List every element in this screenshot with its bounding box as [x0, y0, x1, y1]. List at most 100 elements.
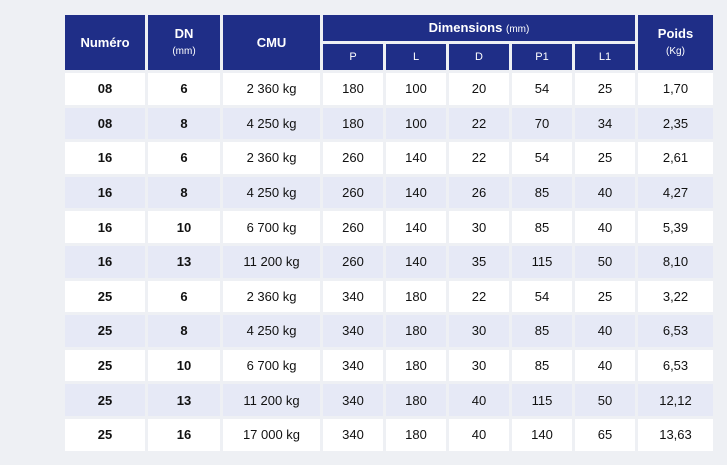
- cell-dn: 10: [148, 349, 220, 382]
- cell-l1: 50: [575, 384, 635, 416]
- table-row: 25 13 11 200 kg 340 180 40 115 50 12,12: [65, 384, 713, 416]
- cell-l1: 40: [575, 211, 635, 243]
- cell-numero: 16: [65, 142, 145, 174]
- cell-p: 340: [323, 280, 383, 313]
- cell-p1: 115: [512, 384, 572, 416]
- header-p: P: [323, 44, 383, 70]
- cell-p: 180: [323, 107, 383, 140]
- cell-dn: 6: [148, 73, 220, 105]
- cell-d: 40: [449, 418, 509, 451]
- cell-poids: 8,10: [638, 245, 713, 278]
- cell-l: 100: [386, 73, 446, 105]
- cell-numero: 08: [65, 107, 145, 140]
- header-dimensions: Dimensions (mm): [323, 15, 635, 41]
- cell-poids: 2,61: [638, 142, 713, 174]
- cell-cmu: 6 700 kg: [223, 211, 320, 243]
- cell-l1: 25: [575, 73, 635, 105]
- cell-d: 40: [449, 384, 509, 416]
- cell-poids: 2,35: [638, 107, 713, 140]
- cell-dn: 16: [148, 418, 220, 451]
- cell-cmu: 4 250 kg: [223, 176, 320, 209]
- cell-cmu: 2 360 kg: [223, 280, 320, 313]
- cell-dn: 10: [148, 211, 220, 243]
- cell-p1: 85: [512, 211, 572, 243]
- cell-l1: 25: [575, 142, 635, 174]
- header-poids: Poids (Kg): [638, 15, 713, 70]
- cell-poids: 6,53: [638, 315, 713, 347]
- cell-p1: 85: [512, 176, 572, 209]
- cell-p: 340: [323, 349, 383, 382]
- table-row: 16 8 4 250 kg 260 140 26 85 40 4,27: [65, 176, 713, 209]
- cell-l1: 34: [575, 107, 635, 140]
- cell-l1: 40: [575, 315, 635, 347]
- header-l1: L1: [575, 44, 635, 70]
- cell-poids: 4,27: [638, 176, 713, 209]
- cell-poids: 12,12: [638, 384, 713, 416]
- header-dimensions-label: Dimensions: [428, 19, 503, 35]
- cell-p1: 54: [512, 73, 572, 105]
- cell-dn: 6: [148, 280, 220, 313]
- cell-dn: 8: [148, 107, 220, 140]
- cell-p: 260: [323, 142, 383, 174]
- table-row: 25 8 4 250 kg 340 180 30 85 40 6,53: [65, 315, 713, 347]
- cell-cmu: 11 200 kg: [223, 245, 320, 278]
- cell-numero: 25: [65, 349, 145, 382]
- cell-p: 340: [323, 418, 383, 451]
- cell-l: 180: [386, 315, 446, 347]
- cell-poids: 5,39: [638, 211, 713, 243]
- cell-p: 260: [323, 211, 383, 243]
- cell-l: 180: [386, 349, 446, 382]
- cell-l: 140: [386, 245, 446, 278]
- cell-p: 340: [323, 384, 383, 416]
- header-numero-label: Numéro: [80, 35, 130, 50]
- header-l: L: [386, 44, 446, 70]
- cell-cmu: 4 250 kg: [223, 315, 320, 347]
- table-row: 16 6 2 360 kg 260 140 22 54 25 2,61: [65, 142, 713, 174]
- header-numero: Numéro: [65, 15, 145, 70]
- cell-l: 140: [386, 142, 446, 174]
- table-row: 25 16 17 000 kg 340 180 40 140 65 13,63: [65, 418, 713, 451]
- cell-poids: 13,63: [638, 418, 713, 451]
- cell-d: 22: [449, 142, 509, 174]
- cell-cmu: 2 360 kg: [223, 142, 320, 174]
- cell-d: 20: [449, 73, 509, 105]
- cell-l1: 65: [575, 418, 635, 451]
- cell-dn: 6: [148, 142, 220, 174]
- header-poids-unit: (Kg): [666, 46, 685, 57]
- cell-p: 180: [323, 73, 383, 105]
- cell-l: 140: [386, 211, 446, 243]
- cell-p1: 115: [512, 245, 572, 278]
- cell-numero: 16: [65, 176, 145, 209]
- cell-p1: 70: [512, 107, 572, 140]
- cell-p1: 85: [512, 315, 572, 347]
- cell-p1: 140: [512, 418, 572, 451]
- header-d: D: [449, 44, 509, 70]
- header-poids-label: Poids: [657, 26, 694, 41]
- table-row: 25 10 6 700 kg 340 180 30 85 40 6,53: [65, 349, 713, 382]
- table-row: 16 10 6 700 kg 260 140 30 85 40 5,39: [65, 211, 713, 243]
- cell-p1: 85: [512, 349, 572, 382]
- cell-l: 180: [386, 280, 446, 313]
- cell-l1: 40: [575, 349, 635, 382]
- spec-table: Numéro DN (mm) CMU Dimensions (mm) Poids (…: [62, 12, 716, 454]
- cell-numero: 25: [65, 384, 145, 416]
- cell-cmu: 11 200 kg: [223, 384, 320, 416]
- cell-numero: 25: [65, 280, 145, 313]
- cell-cmu: 6 700 kg: [223, 349, 320, 382]
- header-dn-label: DN: [174, 26, 194, 41]
- cell-dn: 13: [148, 384, 220, 416]
- cell-d: 30: [449, 211, 509, 243]
- header-dn-unit: (mm): [172, 46, 196, 57]
- cell-p: 260: [323, 176, 383, 209]
- cell-dn: 8: [148, 176, 220, 209]
- table-row: 08 8 4 250 kg 180 100 22 70 34 2,35: [65, 107, 713, 140]
- cell-numero: 25: [65, 315, 145, 347]
- header-cmu-label: CMU: [256, 35, 287, 50]
- cell-dn: 8: [148, 315, 220, 347]
- cell-l1: 50: [575, 245, 635, 278]
- cell-l: 180: [386, 418, 446, 451]
- cell-l: 180: [386, 384, 446, 416]
- cell-poids: 6,53: [638, 349, 713, 382]
- cell-d: 30: [449, 349, 509, 382]
- cell-l1: 40: [575, 176, 635, 209]
